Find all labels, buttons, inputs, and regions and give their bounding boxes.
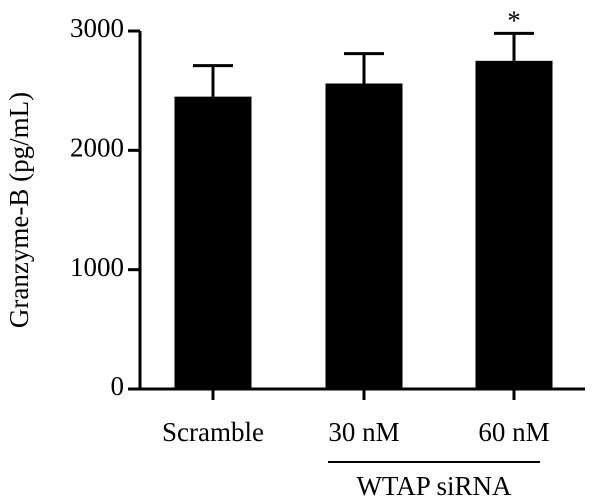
x-tick-label: Scramble — [162, 417, 264, 447]
bar — [174, 96, 252, 389]
x-tick-label: 30 nM — [328, 417, 399, 447]
bar — [475, 60, 553, 389]
annotation: * — [507, 6, 521, 36]
y-tick-label: 3000 — [70, 13, 124, 43]
y-tick-label: 1000 — [70, 252, 124, 282]
y-axis-label: Granzyme-B (pg/mL) — [4, 92, 34, 328]
bar — [325, 83, 403, 390]
group-label: WTAP siRNA — [356, 471, 512, 501]
x-tick-label: 60 nM — [478, 417, 549, 447]
y-tick-label: 0 — [111, 371, 125, 401]
y-tick-label: 2000 — [70, 133, 124, 163]
